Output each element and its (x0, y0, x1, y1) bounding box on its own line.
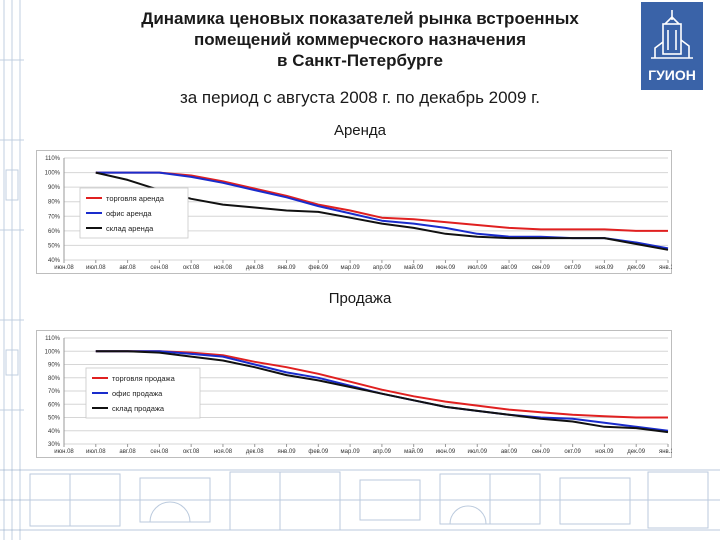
series-line-1 (95, 350, 668, 419)
x-tick-label: сен.09 (532, 449, 551, 455)
sale-price-chart: 30% 40% 50% 60% 70% 80% 90% 100% 110% июн.08 июл.0… (36, 330, 672, 458)
x-tick-label: сен.08 (150, 449, 169, 455)
x-tick-label: сен.09 (532, 265, 551, 271)
x-tick-label: апр.09 (373, 449, 392, 455)
y-tick-label: 50% (48, 416, 61, 422)
y-tick-label: 70% (48, 214, 61, 220)
x-tick-label: мар.09 (341, 449, 361, 455)
y-tick-label: 100% (45, 349, 61, 355)
title-line-2: помещений коммерческого назначения (194, 30, 526, 49)
logo-text: ГУИОН (648, 67, 696, 83)
blueprint-pattern-left (0, 0, 24, 540)
y-tick-label: 110% (45, 156, 61, 162)
x-tick-label: окт.08 (183, 265, 200, 271)
x-tick-label: авг.08 (119, 449, 136, 455)
x-tick-label: ноя.08 (214, 449, 233, 455)
x-tick-label: авг.09 (501, 265, 518, 271)
x-tick-label: янв.09 (277, 265, 296, 271)
x-tick-label: дек.09 (627, 265, 645, 271)
x-tick-label: июл.09 (467, 449, 487, 455)
chart-title-sale: Продажа (328, 290, 392, 307)
y-tick-label: 70% (48, 389, 61, 395)
legend-label-3: склад аренда (106, 224, 154, 233)
x-tick-label: июн.09 (436, 265, 456, 271)
x-tick-label: фев.09 (308, 265, 328, 271)
legend-label-2: офис аренда (106, 209, 152, 218)
chart-title-rent: Аренда (333, 122, 387, 139)
x-tick-label: июл.08 (86, 265, 106, 271)
y-tick-label: 40% (48, 258, 61, 264)
y-tick-label: 30% (48, 442, 61, 448)
legend-label-1: торговля продажа (112, 374, 176, 383)
series-line-3 (95, 350, 669, 434)
y-tick-label: 60% (48, 229, 61, 235)
x-tick-label: мар.09 (341, 265, 361, 271)
y-tick-label: 90% (48, 185, 61, 191)
y-tick-label: 100% (45, 171, 61, 177)
x-tick-label: июн.08 (54, 265, 74, 271)
x-tick-label: окт.09 (564, 265, 581, 271)
x-tick-label: окт.09 (564, 449, 581, 455)
guion-logo: ГУИОН (641, 2, 703, 90)
x-tick-label: июл.09 (467, 265, 487, 271)
y-tick-label: 50% (48, 243, 61, 249)
legend-label-1: торговля аренда (106, 194, 165, 203)
y-tick-label: 110% (45, 336, 61, 342)
x-tick-label: дек.08 (246, 449, 264, 455)
x-tick-label: авг.09 (501, 449, 518, 455)
legend-label-3: склад продажа (112, 404, 165, 413)
x-tick-label: сен.08 (150, 265, 169, 271)
x-tick-label: июл.08 (86, 449, 106, 455)
series-line-1 (95, 171, 668, 232)
x-tick-label: янв.10 (659, 265, 672, 271)
x-tick-label: дек.08 (246, 265, 264, 271)
x-tick-label: авг.08 (119, 265, 136, 271)
y-tick-label: 40% (48, 429, 61, 435)
legend-label-2: офис продажа (112, 389, 163, 398)
y-tick-label: 80% (48, 376, 61, 382)
y-tick-label: 60% (48, 402, 61, 408)
x-tick-label: июн.08 (54, 449, 74, 455)
x-tick-label: янв.09 (277, 449, 296, 455)
rent-price-chart: 40% 50% 60% 70% 80% 90% 100% 110% июн.08 июл.08 ав… (36, 150, 672, 274)
title-line-1: Динамика ценовых показателей рынка встро… (141, 9, 579, 28)
x-tick-label: окт.08 (183, 449, 200, 455)
x-tick-label: ноя.09 (595, 449, 614, 455)
x-tick-label: дек.09 (627, 449, 645, 455)
x-tick-label: май.09 (404, 448, 424, 455)
page-title: Динамика ценовых показателей рынка встро… (80, 8, 640, 71)
x-tick-label: янв.10 (659, 449, 672, 455)
title-line-3: в Санкт-Петербурге (277, 51, 443, 70)
x-tick-label: ноя.08 (214, 265, 233, 271)
x-tick-label: июн.09 (436, 449, 456, 455)
x-tick-label: фев.09 (308, 449, 328, 455)
x-tick-label: апр.09 (373, 265, 392, 271)
subtitle: за период с августа 2008 г. по декабрь 2… (179, 88, 541, 107)
x-tick-label: май.09 (404, 264, 424, 271)
y-tick-label: 90% (48, 363, 61, 369)
legend-box (79, 187, 189, 239)
blueprint-pattern-bottom (0, 469, 720, 531)
x-tick-label: ноя.09 (595, 265, 614, 271)
y-tick-label: 80% (48, 200, 61, 206)
series-line-3 (95, 171, 669, 251)
